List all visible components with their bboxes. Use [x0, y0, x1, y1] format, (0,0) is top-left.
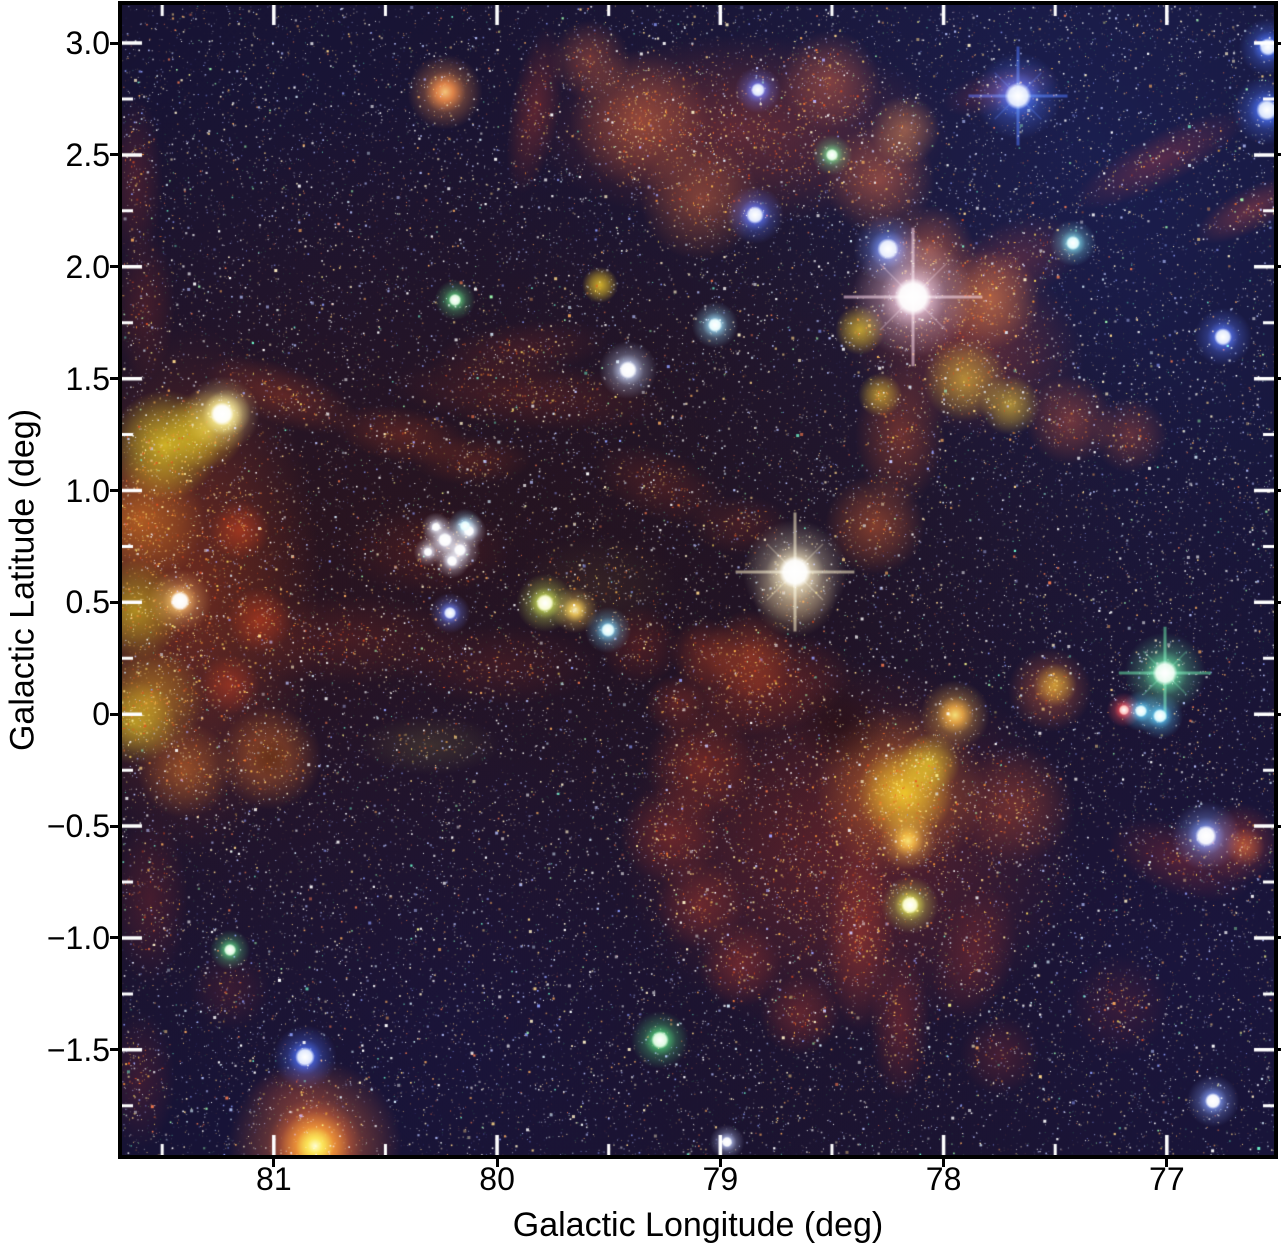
axis-tick-stub — [1278, 824, 1281, 828]
x-tick-label: 80 — [479, 1161, 515, 1197]
axis-tick-stub — [110, 41, 118, 45]
axis-tick-stub — [718, 1159, 722, 1167]
axis-tick-stub — [495, 1159, 499, 1167]
sky-image-canvas — [122, 5, 1274, 1155]
y-tick-label: −0.5 — [46, 808, 110, 845]
y-tick-label: −1.0 — [46, 919, 110, 956]
y-tick-label: 2.0 — [65, 248, 110, 285]
axis-tick-stub — [110, 600, 118, 604]
axis-tick-stub — [110, 265, 118, 269]
axis-tick-stub — [110, 824, 118, 828]
plot-frame — [118, 1, 1278, 1159]
x-axis-title: Galactic Longitude (deg) — [512, 1206, 884, 1244]
axis-tick-stub — [1165, 1159, 1169, 1167]
axis-tick-stub — [1278, 153, 1281, 157]
axis-tick-stub — [110, 377, 118, 381]
axis-tick-stub — [110, 1048, 118, 1052]
axis-tick-stub — [1278, 936, 1281, 940]
y-tick-label: −1.5 — [46, 1031, 110, 1068]
axis-tick-stub — [1278, 600, 1281, 604]
x-tick-label: 78 — [925, 1161, 962, 1197]
axis-tick-stub — [1278, 41, 1281, 45]
y-tick-label: 2.5 — [65, 136, 110, 173]
axis-tick-stub — [110, 489, 118, 492]
axis-tick-stub — [1278, 377, 1281, 381]
axis-tick-stub — [1278, 712, 1281, 716]
axis-tick-stub — [942, 1159, 946, 1167]
axis-tick-stub — [272, 1159, 276, 1167]
x-tick-label: 77 — [1149, 1161, 1185, 1197]
axis-tick-stub — [110, 936, 118, 940]
axis-tick-stub — [1278, 265, 1281, 269]
axis-tick-stub — [1278, 489, 1281, 492]
y-tick-label: 1.5 — [65, 360, 110, 397]
x-tick-label: 79 — [702, 1161, 739, 1197]
axis-tick-stub — [110, 712, 118, 716]
axis-tick-stub — [110, 153, 118, 157]
x-tick-label: 81 — [256, 1161, 292, 1197]
y-tick-label: 3.0 — [65, 25, 110, 62]
y-tick-label: 1.0 — [65, 472, 110, 509]
y-tick-label: 0.5 — [65, 584, 110, 621]
y-tick-label: 0 — [92, 696, 110, 733]
axis-tick-stub — [1278, 1048, 1281, 1052]
